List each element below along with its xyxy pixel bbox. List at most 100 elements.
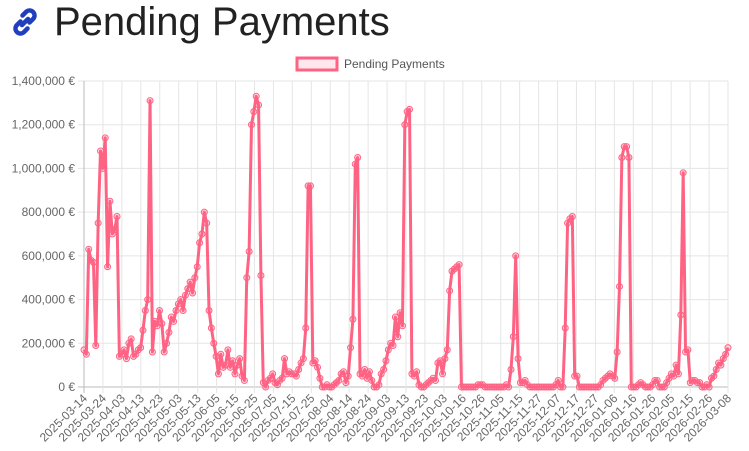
data-point <box>120 346 128 354</box>
data-point <box>368 376 376 384</box>
data-point <box>144 296 152 304</box>
data-point <box>712 366 720 374</box>
data-point <box>512 252 520 260</box>
data-point <box>351 160 359 168</box>
data-point <box>590 383 598 391</box>
chart-legend[interactable]: Pending Payments <box>295 56 445 72</box>
data-point <box>389 341 397 349</box>
data-point <box>625 154 633 161</box>
data-point <box>231 370 239 378</box>
data-point <box>439 370 447 378</box>
data-point <box>380 366 388 374</box>
data-point <box>210 339 218 347</box>
y-tick-label: 1,000,000 € <box>12 161 76 175</box>
data-point <box>137 344 145 352</box>
data-point <box>236 355 244 363</box>
data-point <box>481 383 489 391</box>
data-point <box>198 230 206 238</box>
data-point <box>674 370 682 378</box>
data-point <box>396 309 404 317</box>
data-point <box>465 383 473 391</box>
data-point <box>250 108 258 116</box>
data-point <box>653 376 661 384</box>
data-point <box>531 383 539 391</box>
data-point <box>455 261 463 269</box>
data-point <box>679 169 687 177</box>
page-header: Pending Payments <box>8 0 390 44</box>
data-point <box>441 355 449 363</box>
data-point <box>339 368 347 376</box>
data-point <box>615 282 623 290</box>
data-point <box>184 285 192 293</box>
data-point <box>177 296 185 304</box>
data-point <box>490 383 498 391</box>
data-point <box>575 383 583 391</box>
y-tick-label: 600,000 € <box>22 249 76 263</box>
data-point <box>651 376 659 384</box>
data-point <box>623 143 631 151</box>
data-point <box>97 147 105 155</box>
data-point <box>94 219 102 227</box>
data-point <box>255 101 263 109</box>
data-point <box>85 245 93 253</box>
data-point <box>304 182 312 190</box>
data-point <box>693 379 701 387</box>
data-point <box>542 383 550 391</box>
data-point <box>252 92 260 100</box>
data-point <box>179 307 187 314</box>
data-point <box>101 134 109 142</box>
data-point <box>578 383 586 391</box>
data-point <box>314 363 322 371</box>
data-point <box>467 383 475 391</box>
data-point <box>141 307 149 314</box>
data-point <box>710 372 718 380</box>
data-point <box>299 355 307 363</box>
legend-label: Pending Payments <box>344 57 445 71</box>
data-point <box>226 363 234 371</box>
data-point <box>559 383 567 391</box>
data-point <box>295 366 303 374</box>
data-point <box>627 383 635 391</box>
data-point <box>568 213 576 221</box>
data-point <box>342 379 350 387</box>
data-point <box>457 383 465 391</box>
data-point <box>486 383 494 391</box>
data-point <box>278 374 286 382</box>
data-point <box>181 291 189 299</box>
y-tick-label: 1,200,000 € <box>12 118 76 132</box>
y-tick-label: 800,000 € <box>22 205 76 219</box>
data-point <box>571 372 579 380</box>
data-point <box>127 335 135 343</box>
data-point <box>611 374 619 382</box>
data-point <box>344 372 352 380</box>
data-point <box>217 350 225 358</box>
x-axis-ticks: 2025-03-142025-03-242025-04-032025-04-13… <box>37 391 735 445</box>
data-point <box>540 383 548 391</box>
data-point <box>722 350 730 358</box>
data-point <box>460 383 468 391</box>
data-point <box>641 383 649 391</box>
data-point <box>557 383 565 391</box>
data-point <box>585 383 593 391</box>
data-point <box>200 208 208 216</box>
data-point <box>394 333 402 341</box>
data-point <box>495 383 503 391</box>
y-tick-label: 1,400,000 € <box>12 74 76 88</box>
data-point <box>104 263 112 271</box>
data-point <box>247 121 255 129</box>
data-point <box>243 274 251 282</box>
data-point <box>191 274 199 282</box>
data-point <box>207 324 215 332</box>
data-point <box>233 361 241 369</box>
data-point <box>148 348 156 356</box>
data-point <box>526 383 534 391</box>
data-point <box>335 376 343 384</box>
data-point <box>111 226 119 234</box>
data-point <box>170 317 178 325</box>
data-point <box>514 355 522 363</box>
data-point <box>582 383 590 391</box>
data-point <box>186 278 194 286</box>
data-point <box>724 344 732 352</box>
data-point <box>684 346 692 354</box>
